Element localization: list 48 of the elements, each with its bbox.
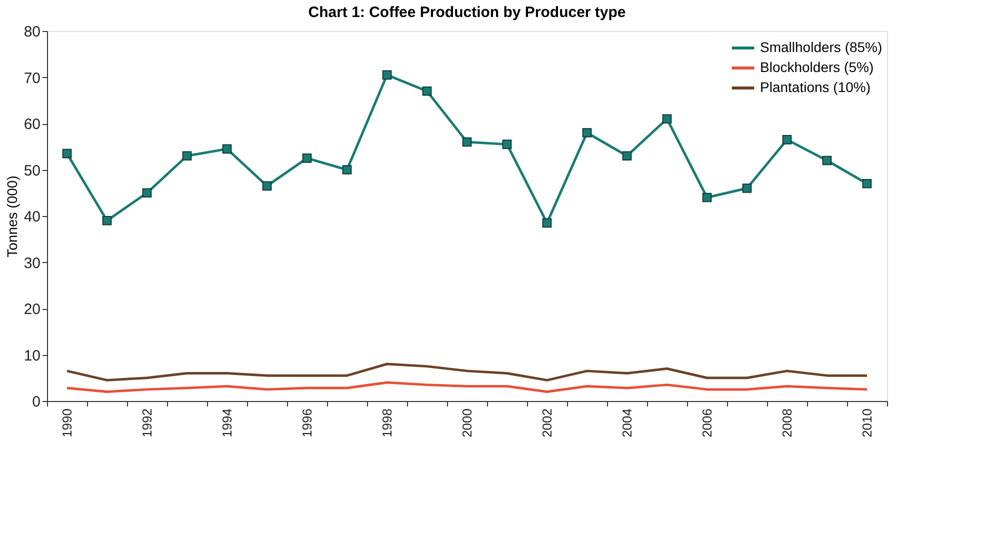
point: [222, 144, 232, 154]
point: [502, 140, 512, 149]
y-tick-label: 80: [24, 24, 40, 40]
x-tick-label: 2006: [700, 408, 714, 438]
point: [582, 128, 592, 138]
point: [142, 188, 152, 198]
point: [622, 151, 632, 161]
line-series: [66, 381, 868, 393]
y-axis-title: Tonnes (000): [4, 176, 20, 258]
y-tick-label: 20: [24, 301, 40, 318]
point: [662, 114, 672, 124]
x-tick-label: 2008: [780, 408, 794, 438]
y-tick-label: 70: [24, 70, 40, 87]
point: [822, 156, 832, 166]
point: [182, 151, 192, 161]
point: [382, 70, 392, 80]
y-tick-label: 0: [32, 394, 40, 410]
point: [742, 184, 752, 193]
chart-title: Chart 1: Coffee Production by Producer type: [308, 4, 626, 21]
y-tick-label: 50: [24, 162, 40, 180]
y-tick-label: 60: [24, 116, 40, 133]
point: [462, 137, 472, 147]
point: [422, 86, 432, 96]
x-tick-label: 1990: [60, 408, 74, 438]
point: [262, 181, 272, 191]
x-tick-label: 2010: [860, 408, 874, 438]
x-tick-label: 1994: [220, 408, 234, 438]
point: [62, 148, 72, 158]
y-tick-label: 10: [24, 347, 40, 364]
legend-label: Smallholders (85%): [760, 39, 882, 55]
point: [782, 135, 792, 144]
legend-label: Blockholders (5%): [760, 59, 874, 75]
x-tick-label: 2004: [620, 408, 634, 438]
legend-label: Plantations (10%): [760, 79, 871, 95]
x-tick-label: 1996: [300, 408, 314, 438]
x-tick-label: 2000: [460, 408, 474, 438]
point: [102, 216, 112, 226]
point: [702, 192, 712, 202]
y-tick-label: 40: [24, 208, 40, 226]
point: [542, 218, 552, 228]
x-tick-label: 1992: [140, 408, 154, 438]
x-tick-label: 2002: [540, 408, 554, 438]
x-tick-label: 1998: [380, 408, 394, 438]
line-series: [66, 362, 868, 382]
point: [342, 165, 352, 174]
y-tick-label: 30: [24, 254, 40, 272]
point: [302, 154, 312, 163]
point: [862, 178, 872, 188]
